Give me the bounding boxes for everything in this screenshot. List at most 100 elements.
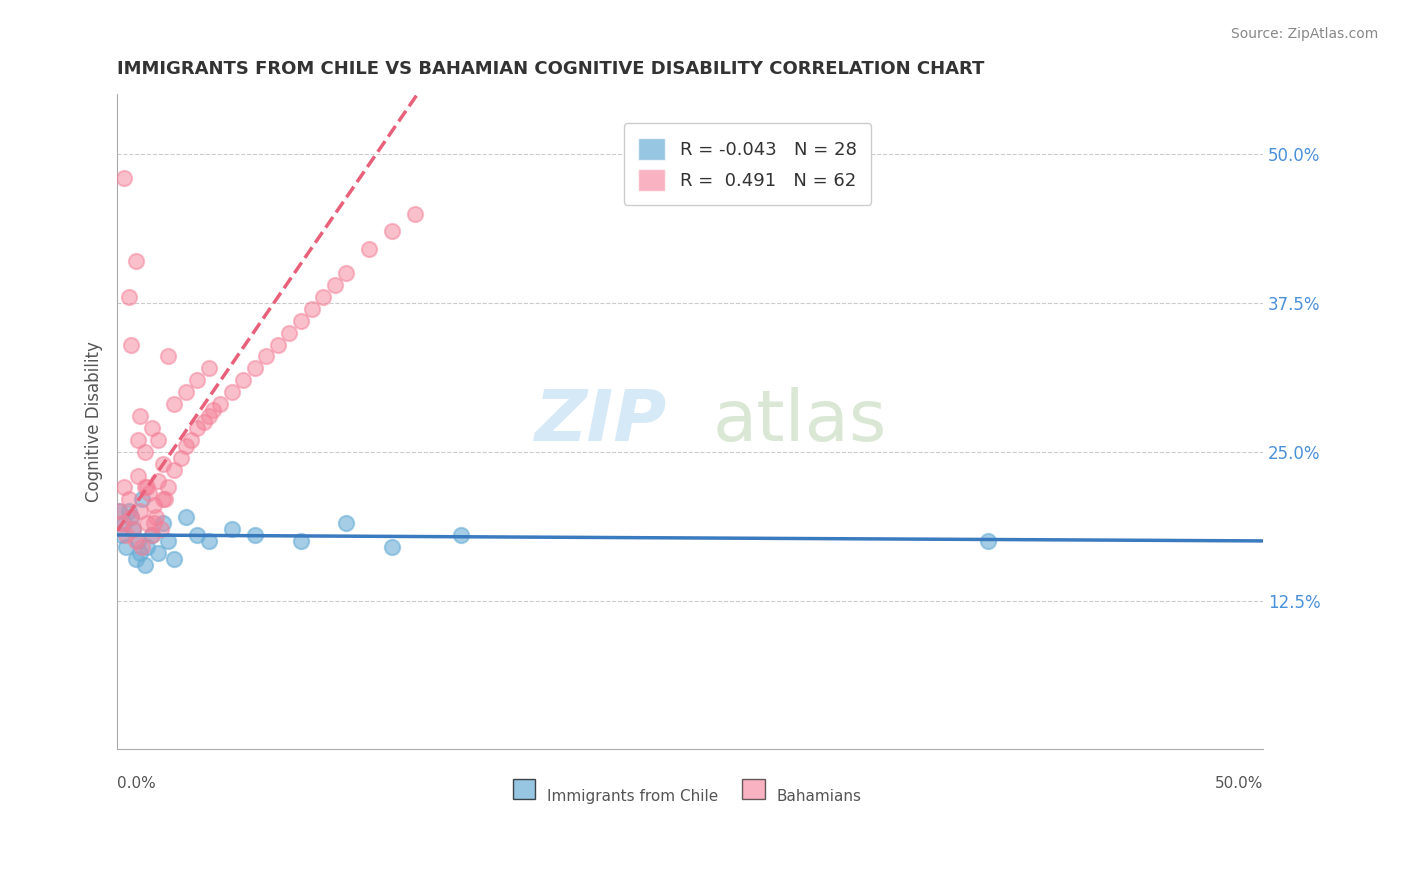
Bahamians: [232, 373, 254, 387]
Bahamians: [148, 475, 170, 489]
Bahamians: [170, 450, 193, 465]
Bahamians: [335, 266, 357, 280]
Bahamians: [278, 326, 301, 340]
Immigrants from Chile: [148, 546, 170, 560]
Immigrants from Chile: [129, 546, 152, 560]
Bahamians: [290, 314, 312, 328]
Immigrants from Chile: [156, 534, 179, 549]
Bahamians: [142, 498, 165, 512]
FancyBboxPatch shape: [513, 779, 536, 798]
Bahamians: [115, 528, 138, 542]
Bahamians: [312, 290, 335, 304]
Text: 0.0%: 0.0%: [117, 776, 156, 790]
Immigrants from Chile: [152, 516, 174, 531]
Text: ZIP: ZIP: [536, 387, 668, 457]
Text: Source: ZipAtlas.com: Source: ZipAtlas.com: [1230, 27, 1378, 41]
Immigrants from Chile: [127, 534, 149, 549]
Bahamians: [301, 301, 323, 316]
Bahamians: [127, 468, 149, 483]
Bahamians: [404, 206, 426, 220]
Bahamians: [186, 421, 208, 435]
Immigrants from Chile: [112, 516, 135, 531]
Text: Immigrants from Chile: Immigrants from Chile: [547, 789, 718, 804]
Bahamians: [266, 337, 288, 351]
Bahamians: [254, 350, 277, 364]
Immigrants from Chile: [221, 522, 243, 536]
FancyBboxPatch shape: [742, 779, 765, 798]
Immigrants from Chile: [120, 510, 142, 524]
Immigrants from Chile: [136, 540, 159, 554]
Bahamians: [127, 433, 149, 447]
Text: Bahamians: Bahamians: [776, 789, 860, 804]
Bahamians: [156, 350, 179, 364]
Bahamians: [156, 480, 179, 494]
Bahamians: [193, 415, 215, 429]
Bahamians: [155, 492, 177, 507]
Legend: R = -0.043   N = 28, R =  0.491   N = 62: R = -0.043 N = 28, R = 0.491 N = 62: [624, 123, 872, 205]
Bahamians: [108, 504, 131, 518]
Immigrants from Chile: [141, 528, 163, 542]
Text: atlas: atlas: [713, 387, 887, 457]
Immigrants from Chile: [131, 492, 153, 507]
Bahamians: [112, 480, 135, 494]
Bahamians: [124, 534, 146, 549]
Bahamians: [118, 492, 141, 507]
Bahamians: [174, 439, 197, 453]
Bahamians: [209, 397, 232, 411]
Bahamians: [138, 486, 160, 500]
Immigrants from Chile: [450, 528, 472, 542]
Immigrants from Chile: [243, 528, 266, 542]
Bahamians: [149, 522, 172, 536]
Immigrants from Chile: [122, 522, 145, 536]
Bahamians: [152, 457, 174, 471]
Bahamians: [202, 403, 225, 417]
Bahamians: [142, 516, 165, 531]
Bahamians: [111, 516, 134, 531]
Bahamians: [359, 242, 381, 256]
Bahamians: [148, 433, 170, 447]
Bahamians: [141, 421, 163, 435]
Immigrants from Chile: [977, 534, 1000, 549]
Immigrants from Chile: [108, 504, 131, 518]
Bahamians: [243, 361, 266, 376]
Bahamians: [198, 409, 221, 423]
Immigrants from Chile: [111, 528, 134, 542]
Immigrants from Chile: [124, 552, 146, 566]
Bahamians: [124, 254, 146, 268]
Immigrants from Chile: [198, 534, 221, 549]
Bahamians: [134, 480, 156, 494]
Bahamians: [221, 385, 243, 400]
Bahamians: [129, 409, 152, 423]
Bahamians: [198, 361, 221, 376]
Text: 50.0%: 50.0%: [1215, 776, 1263, 790]
Bahamians: [134, 444, 156, 458]
Bahamians: [120, 337, 142, 351]
Bahamians: [174, 385, 197, 400]
Immigrants from Chile: [335, 516, 357, 531]
Bahamians: [381, 224, 404, 238]
Bahamians: [120, 510, 142, 524]
Bahamians: [122, 522, 145, 536]
Immigrants from Chile: [186, 528, 208, 542]
Y-axis label: Cognitive Disability: Cognitive Disability: [86, 342, 103, 502]
Immigrants from Chile: [118, 504, 141, 518]
Immigrants from Chile: [381, 540, 404, 554]
Bahamians: [186, 373, 208, 387]
Bahamians: [152, 492, 174, 507]
Immigrants from Chile: [174, 510, 197, 524]
Bahamians: [131, 540, 153, 554]
Immigrants from Chile: [134, 558, 156, 572]
Bahamians: [136, 480, 159, 494]
Bahamians: [112, 170, 135, 185]
Immigrants from Chile: [290, 534, 312, 549]
Bahamians: [180, 433, 202, 447]
Bahamians: [163, 462, 186, 476]
Immigrants from Chile: [163, 552, 186, 566]
Bahamians: [118, 290, 141, 304]
Immigrants from Chile: [115, 540, 138, 554]
Bahamians: [129, 504, 152, 518]
Bahamians: [163, 397, 186, 411]
Text: IMMIGRANTS FROM CHILE VS BAHAMIAN COGNITIVE DISABILITY CORRELATION CHART: IMMIGRANTS FROM CHILE VS BAHAMIAN COGNIT…: [117, 60, 984, 78]
Bahamians: [145, 510, 167, 524]
Bahamians: [136, 516, 159, 531]
